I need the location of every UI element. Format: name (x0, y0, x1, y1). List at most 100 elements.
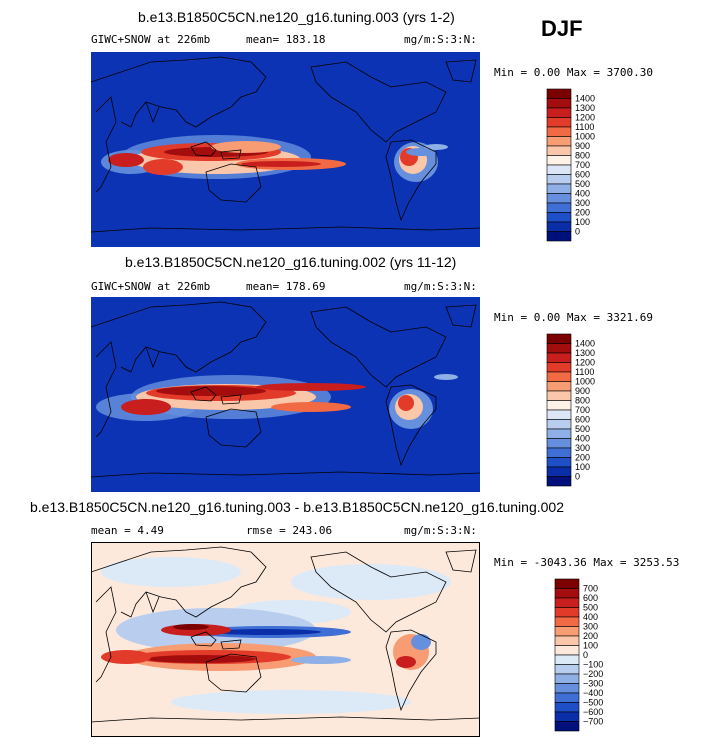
colorbar-swatch (546, 447, 572, 458)
colorbar-tick-label: 800 (575, 396, 590, 406)
colorbar-tick-label: 1100 (575, 122, 594, 132)
colorbar-tick-label: 1300 (575, 103, 595, 113)
colorbar-tick-label: 900 (575, 386, 590, 396)
colorbar-tick-label: 400 (575, 434, 590, 444)
colorbar-swatch (554, 702, 580, 713)
colorbar-swatch (546, 381, 572, 392)
colorbar-tick-label: −700 (583, 717, 603, 727)
panel2-units: mg/m:S:3:N: (404, 280, 477, 293)
colorbar-tick-label: 700 (583, 584, 598, 594)
colorbar-tick-label: 200 (583, 631, 598, 641)
colorbar-tick-label: 1000 (575, 132, 595, 142)
panel3-minmax: Min = -3043.36 Max = 3253.53 (494, 556, 680, 569)
colorbar-swatch (546, 457, 572, 468)
colorbar-swatch (546, 333, 572, 344)
colorbar-tick-label: 400 (583, 612, 598, 622)
panel1-units: mg/m:S:3:N: (404, 33, 477, 46)
colorbar-swatch (546, 212, 572, 223)
colorbar-swatch (546, 193, 572, 204)
panel1-colorbar: 1400130012001100100090080070060050040030… (546, 88, 595, 242)
colorbar-swatch (554, 664, 580, 675)
panel1-variable-label: GIWC+SNOW at 226mb (91, 33, 211, 46)
colorbar-swatch (546, 145, 572, 156)
colorbar-tick-label: 1400 (575, 339, 595, 349)
colorbar-tick-label: −200 (583, 669, 603, 679)
colorbar-swatch (546, 466, 572, 477)
colorbar-swatch (546, 126, 572, 137)
colorbar-tick-label: 0 (575, 472, 580, 482)
panel3-field (101, 557, 451, 714)
colorbar-swatch (546, 202, 572, 213)
colorbar-swatch (546, 476, 572, 487)
colorbar-tick-label: −600 (583, 707, 603, 717)
colorbar-tick-label: 200 (575, 208, 590, 218)
colorbar-tick-label: 1200 (575, 113, 595, 123)
colorbar-swatch (546, 231, 572, 242)
panel1-minmax: Min = 0.00 Max = 3700.30 (494, 66, 653, 79)
colorbar-swatch (554, 654, 580, 665)
colorbar-tick-label: 800 (575, 151, 590, 161)
colorbar-swatch (546, 117, 572, 128)
panel2-mean: mean= 178.69 (246, 280, 326, 293)
season-label: DJF (541, 16, 583, 41)
colorbar-tick-label: −500 (583, 698, 603, 708)
panel2-colorbar: 1400130012001100100090080070060050040030… (546, 333, 595, 487)
panel3-mean: mean = 4.49 (91, 524, 164, 537)
colorbar-tick-label: 200 (575, 453, 590, 463)
colorbar-tick-label: 700 (575, 160, 590, 170)
colorbar-swatch (554, 692, 580, 703)
panel3-coastlines (91, 546, 480, 723)
panel1-map (91, 52, 480, 247)
colorbar-swatch (546, 343, 572, 354)
panel3-colorbar: 7006005004003002001000−100−200−300−400−5… (554, 578, 603, 732)
colorbar-tick-label: −300 (583, 679, 603, 689)
colorbar-tick-label: 100 (583, 641, 598, 651)
colorbar-swatch (546, 400, 572, 411)
colorbar-tick-label: −400 (583, 688, 603, 698)
colorbar-tick-label: 300 (575, 198, 590, 208)
colorbar-swatch (546, 438, 572, 449)
colorbar-tick-label: 500 (575, 179, 590, 189)
colorbar-swatch (546, 221, 572, 232)
colorbar-swatch (554, 597, 580, 608)
colorbar-swatch (546, 362, 572, 373)
panel3-map (91, 542, 480, 737)
colorbar-swatch (546, 409, 572, 420)
colorbar-swatch (546, 352, 572, 363)
colorbar-swatch (554, 673, 580, 684)
colorbar-tick-label: −100 (583, 660, 603, 670)
colorbar-swatch (546, 136, 572, 147)
colorbar-swatch (554, 635, 580, 646)
panel3-units: mg/m:S:3:N: (404, 524, 477, 537)
colorbar-swatch (554, 588, 580, 599)
colorbar-tick-label: 600 (583, 593, 598, 603)
panel1-title: b.e13.B1850C5CN.ne120_g16.tuning.003 (yr… (138, 9, 455, 25)
colorbar-swatch (546, 371, 572, 382)
colorbar-tick-label: 500 (575, 424, 590, 434)
panel2-field (96, 374, 458, 429)
colorbar-swatch (554, 721, 580, 732)
panel2-minmax: Min = 0.00 Max = 3321.69 (494, 311, 653, 324)
colorbar-tick-label: 600 (575, 415, 590, 425)
colorbar-swatch (554, 578, 580, 589)
colorbar-tick-label: 1400 (575, 94, 595, 104)
colorbar-tick-label: 500 (583, 603, 598, 613)
colorbar-tick-label: 1200 (575, 358, 595, 368)
colorbar-tick-label: 900 (575, 141, 590, 151)
panel2-coastlines (91, 301, 480, 478)
colorbar-swatch (546, 88, 572, 99)
colorbar-swatch (546, 174, 572, 185)
panel2-map (91, 297, 480, 492)
colorbar-tick-label: 400 (575, 189, 590, 199)
colorbar-swatch (554, 626, 580, 637)
colorbar-tick-label: 0 (583, 650, 588, 660)
colorbar-swatch (554, 683, 580, 694)
colorbar-tick-label: 1100 (575, 367, 594, 377)
colorbar-tick-label: 300 (575, 443, 590, 453)
colorbar-swatch (546, 155, 572, 166)
colorbar-swatch (546, 107, 572, 118)
panel2-title: b.e13.B1850C5CN.ne120_g16.tuning.002 (yr… (125, 254, 457, 270)
colorbar-tick-label: 600 (575, 170, 590, 180)
colorbar-tick-label: 100 (575, 462, 590, 472)
colorbar-swatch (546, 98, 572, 109)
